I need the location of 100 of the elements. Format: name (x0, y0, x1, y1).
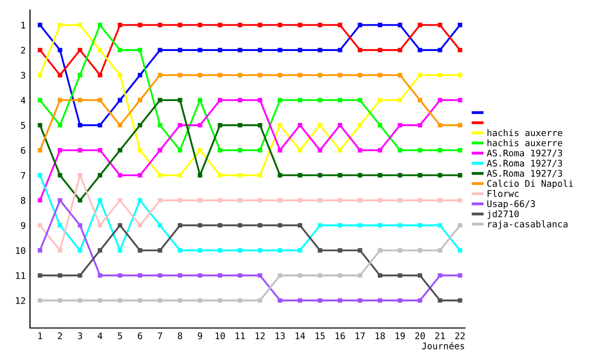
x-tick-label: 8 (178, 332, 182, 340)
point (378, 273, 382, 278)
point (298, 72, 302, 78)
point (238, 148, 242, 152)
point (58, 198, 62, 203)
point (218, 22, 222, 28)
point (58, 248, 62, 253)
point (118, 22, 122, 28)
point (238, 223, 242, 228)
point (338, 98, 342, 102)
point (78, 248, 82, 253)
point (258, 98, 262, 102)
point (118, 98, 122, 102)
point (138, 223, 142, 228)
point (258, 72, 262, 78)
point (398, 273, 402, 278)
point (178, 22, 182, 28)
point (418, 198, 422, 203)
point (258, 298, 262, 303)
point (118, 223, 122, 228)
point (138, 72, 142, 78)
point (398, 48, 402, 52)
point (158, 98, 162, 102)
point (338, 273, 342, 278)
point (278, 98, 282, 102)
point (378, 22, 382, 28)
point (298, 98, 302, 102)
point (438, 298, 442, 303)
point (218, 248, 222, 253)
point (418, 273, 422, 278)
point (378, 298, 382, 303)
point (318, 273, 322, 278)
point (298, 223, 302, 228)
point (298, 273, 302, 278)
point (218, 173, 222, 178)
point (358, 122, 362, 128)
x-tick-label: 2 (58, 332, 62, 340)
point (438, 248, 442, 253)
point (218, 298, 222, 303)
point (358, 223, 362, 228)
point (198, 223, 202, 228)
legend-label: hachis auxerre (488, 139, 562, 146)
x-tick-label: 14 (296, 332, 306, 340)
y-tick-label: 1 (21, 22, 26, 28)
point (178, 98, 182, 102)
point (418, 122, 422, 128)
point (38, 98, 42, 102)
point (158, 223, 162, 228)
x-tick-label: 4 (98, 332, 102, 340)
point (78, 173, 82, 178)
point (358, 148, 362, 152)
point (378, 223, 382, 228)
y-tick-label: 2 (21, 46, 26, 54)
point (358, 173, 362, 178)
point (138, 148, 142, 152)
legend-label: AS.Roma 1927/3 (486, 170, 562, 178)
point (38, 273, 42, 278)
point (78, 148, 82, 152)
point (118, 198, 122, 203)
x-tick-label: 10 (216, 332, 225, 340)
point (178, 273, 182, 278)
point (258, 248, 262, 253)
y-tick-label: 3 (21, 72, 26, 79)
point (158, 273, 162, 278)
point (158, 72, 162, 78)
point (38, 48, 42, 52)
point (338, 298, 342, 303)
point (158, 248, 162, 253)
point (38, 72, 42, 78)
point (138, 122, 142, 128)
point (78, 98, 82, 102)
x-tick-label: 22 (455, 332, 465, 340)
point (358, 273, 362, 278)
point (438, 173, 442, 178)
point (198, 248, 202, 253)
point (438, 48, 442, 52)
legend-label: Calcio Di Napoli (487, 180, 574, 189)
point (378, 173, 382, 178)
point (338, 248, 342, 253)
y-tick-label: 8 (20, 197, 26, 204)
point (438, 223, 442, 228)
point (318, 122, 322, 128)
point (58, 298, 62, 303)
point (298, 248, 302, 253)
point (418, 22, 422, 28)
point (98, 248, 102, 253)
point (178, 223, 182, 228)
point (318, 173, 322, 178)
point (178, 48, 182, 52)
point (298, 48, 302, 52)
point (278, 173, 282, 178)
point (238, 273, 242, 278)
point (258, 122, 262, 128)
legend-label: Florwc (488, 190, 519, 197)
point (298, 22, 302, 28)
point (258, 148, 262, 152)
point (298, 173, 302, 178)
legend-label: Usap-66/3 (487, 200, 535, 209)
point (458, 298, 462, 303)
point (458, 98, 462, 102)
